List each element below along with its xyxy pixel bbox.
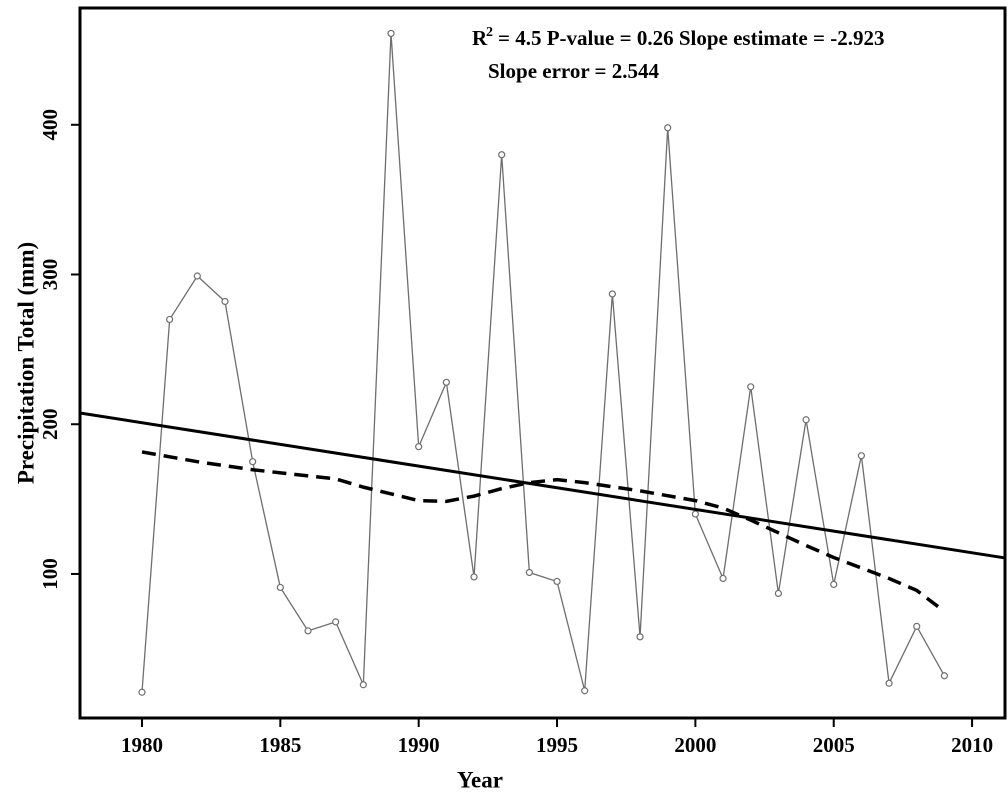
data-point xyxy=(913,622,921,630)
y-tick-label: 100 xyxy=(38,558,62,590)
data-point xyxy=(193,272,201,280)
data-point xyxy=(885,679,893,687)
data-point xyxy=(387,29,395,38)
data-point xyxy=(470,573,478,581)
series-line xyxy=(79,411,1006,560)
data-point xyxy=(498,151,506,159)
annotation: Slope error = 2.544 xyxy=(488,59,660,83)
x-tick-label: 2000 xyxy=(674,733,716,757)
data-point xyxy=(802,416,810,424)
data-point xyxy=(636,633,644,641)
x-tick-label: 1990 xyxy=(398,733,440,757)
data-point xyxy=(774,589,782,598)
data-point xyxy=(304,627,312,635)
data-point xyxy=(747,383,755,391)
y-tick-label: 200 xyxy=(38,408,62,440)
x-tick-label: 2005 xyxy=(813,733,855,757)
data-point xyxy=(359,681,367,689)
annotation-r: R xyxy=(472,26,488,50)
x-tick-label: 1995 xyxy=(536,733,578,757)
series-line xyxy=(141,450,946,613)
data-point xyxy=(581,687,589,695)
data-point xyxy=(553,577,561,586)
data-point xyxy=(940,672,949,680)
series-line xyxy=(141,33,945,693)
data-point xyxy=(249,458,257,466)
data-point xyxy=(166,315,174,324)
data-point xyxy=(830,580,838,589)
data-point xyxy=(442,378,450,386)
annotation: = 4.5 P-value = 0.26 Slope estimate = -2… xyxy=(498,26,884,50)
data-point xyxy=(664,124,672,132)
data-point xyxy=(415,443,423,451)
y-tick-label: 400 xyxy=(38,109,62,141)
data-point xyxy=(719,574,727,583)
data-point xyxy=(138,688,146,696)
y-axis-label: Precipitation Total (mm) xyxy=(13,242,38,484)
data-point xyxy=(332,618,340,626)
data-point xyxy=(276,583,284,592)
x-tick-label: 1985 xyxy=(259,733,301,757)
x-axis-label: Year xyxy=(457,767,503,792)
data-point xyxy=(525,568,533,577)
data-point xyxy=(608,290,616,298)
data-point xyxy=(221,297,229,306)
data-point xyxy=(857,452,865,460)
y-tick-label: 300 xyxy=(38,259,62,291)
annotation-sup: 2 xyxy=(486,25,493,40)
x-tick-label: 2010 xyxy=(951,733,993,757)
x-tick-label: 1980 xyxy=(121,733,163,757)
data-point xyxy=(691,510,699,518)
plot-frame xyxy=(78,6,1007,720)
